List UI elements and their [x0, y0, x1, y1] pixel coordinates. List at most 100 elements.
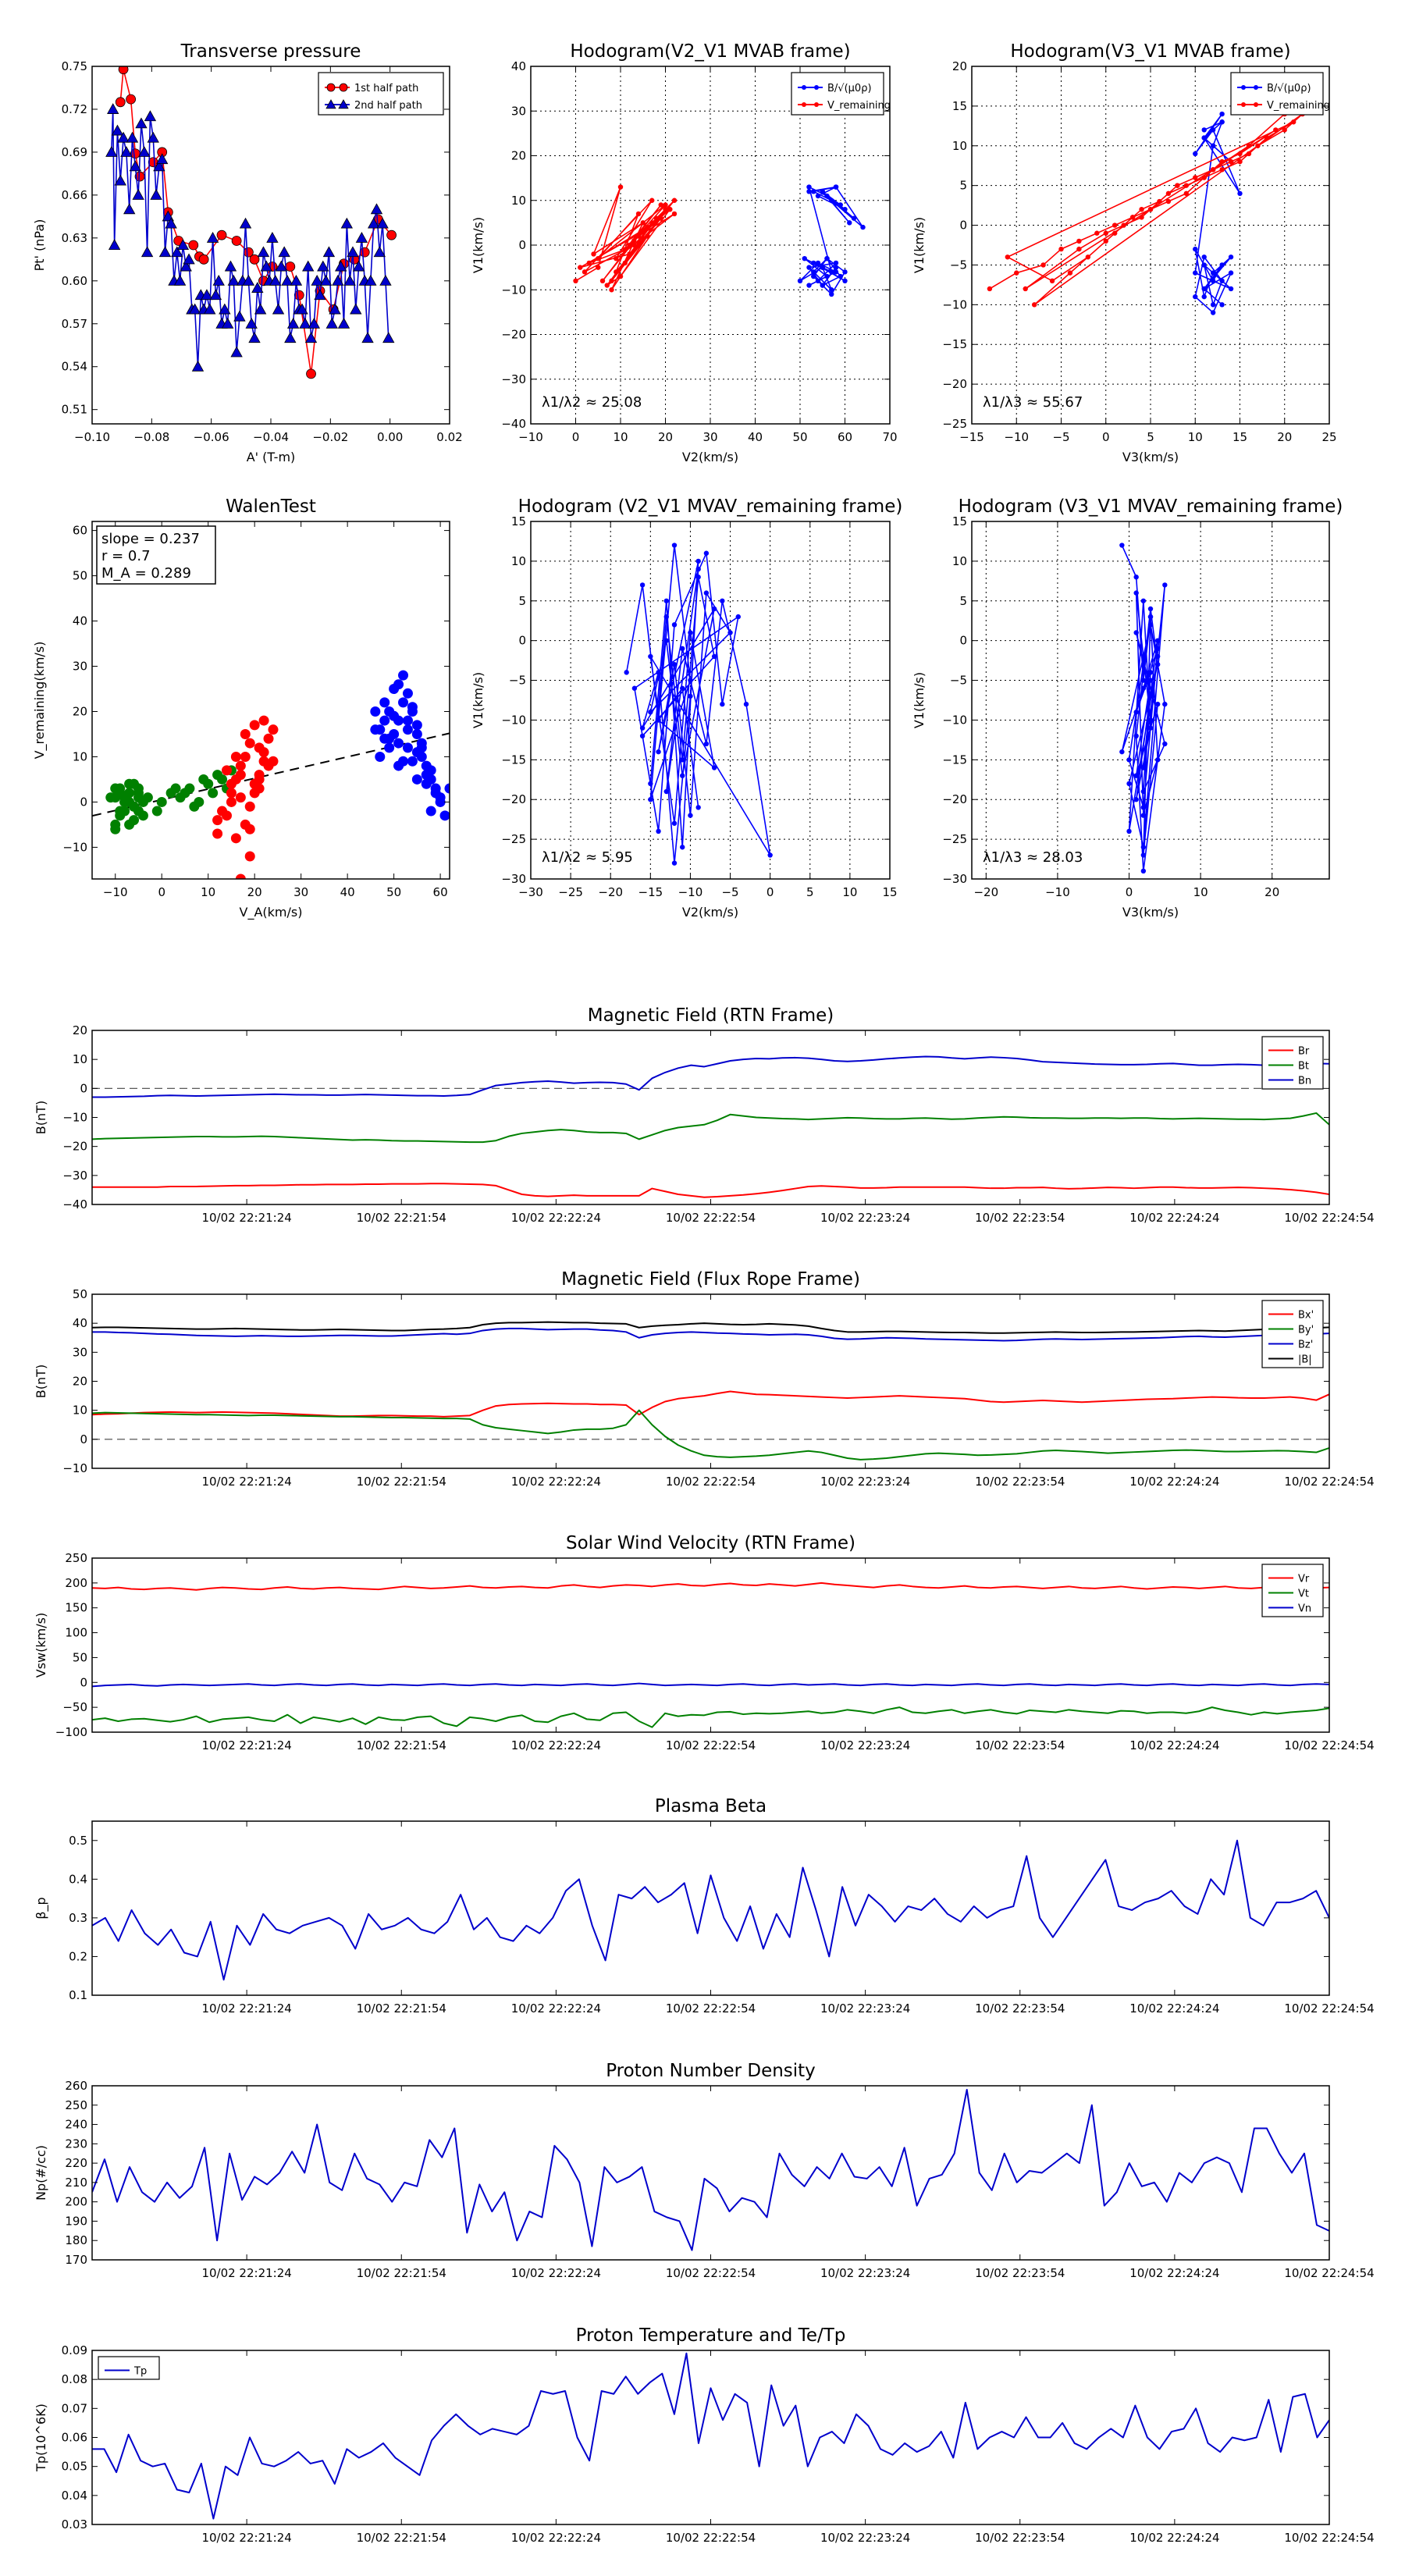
data-point: [671, 211, 678, 217]
data-point: [847, 220, 852, 226]
data-point: [126, 94, 137, 105]
y-tick-label: −15: [942, 337, 967, 351]
y-tick-label: 210: [65, 2176, 87, 2190]
data-point: [119, 792, 130, 803]
data-point: [212, 815, 223, 826]
y-tick-label: −10: [942, 713, 967, 727]
data-point: [317, 260, 329, 272]
x-axis: −30 −25 −20 −15 −10 −5 0 5 10 15: [518, 521, 898, 899]
data-point: [671, 820, 678, 826]
y-tick-label: −30: [62, 1169, 87, 1183]
data-point: [188, 240, 199, 251]
data-point: [1076, 238, 1082, 244]
data-point: [244, 851, 255, 862]
x-tick-label: −5: [721, 885, 738, 899]
data-point: [695, 566, 701, 572]
y-tick-label: 0.08: [62, 2372, 87, 2386]
series-1: [212, 715, 279, 879]
data-point: [370, 203, 383, 215]
series-bt: [92, 1112, 1329, 1144]
y-tick-label: 0.51: [62, 403, 87, 417]
data-point: [266, 232, 279, 243]
y-axis: −30 −25 −20 −15 −10 −5 0 5 10 15: [942, 514, 1329, 886]
data-point: [1140, 788, 1147, 795]
x-tick-label: −15: [959, 430, 984, 444]
data-point: [688, 630, 693, 635]
data-point: [1140, 765, 1147, 770]
data-point: [133, 806, 144, 817]
data-point: [158, 246, 172, 258]
data-point: [129, 160, 142, 172]
y-tick-label: 5: [518, 594, 526, 608]
plot-area: [92, 2352, 1329, 2520]
x-tick-label: 5: [1147, 430, 1154, 444]
data-point: [233, 310, 246, 322]
x-tick-label: −0.08: [133, 430, 169, 444]
data-point: [379, 733, 390, 744]
series-line: [92, 2088, 1329, 2251]
legend-label: Bn: [1298, 1076, 1311, 1087]
data-point: [617, 184, 624, 190]
series-b-0-: [797, 184, 866, 297]
data-point: [1147, 678, 1154, 683]
data-point: [1119, 543, 1125, 548]
data-point: [398, 670, 409, 681]
y-tick-label: −10: [942, 297, 967, 311]
data-point: [631, 685, 638, 691]
y-tick-label: 20: [952, 59, 967, 73]
data-point: [987, 286, 993, 292]
data-point: [170, 783, 181, 794]
y-tick-label: 0.03: [62, 2517, 87, 2532]
x-tick-label: 0.00: [377, 430, 403, 444]
series-vn: [92, 1682, 1329, 1688]
data-point: [421, 778, 432, 789]
x-tick-label: 20: [247, 885, 262, 899]
y-tick-label: −20: [942, 377, 967, 391]
data-point: [609, 287, 614, 293]
data-point: [1228, 254, 1234, 260]
y-tick-label: −5: [950, 258, 967, 272]
y-axis: 0.51 0.54 0.57 0.60 0.63 0.66 0.69 0.72 0.75: [62, 59, 450, 417]
data-point: [212, 828, 223, 839]
data-point: [1193, 294, 1198, 300]
x-tick-label: 60: [838, 430, 852, 444]
y-tick-label: −25: [501, 832, 526, 846]
y-tick-label: 10: [952, 139, 967, 153]
data-point: [1076, 246, 1082, 252]
x-tick-label: 10/02 22:22:54: [666, 1738, 756, 1752]
data-point: [367, 217, 380, 229]
y-tick-label: −10: [62, 1111, 87, 1125]
data-point: [1246, 151, 1252, 157]
data-point: [1201, 175, 1207, 180]
x-tick-label: 10/02 22:23:24: [820, 2266, 910, 2280]
data-point: [221, 765, 232, 776]
data-point: [393, 760, 404, 771]
data-point: [578, 265, 583, 270]
data-point: [201, 289, 213, 301]
y-tick-label: −40: [62, 1197, 87, 1212]
data-point: [1014, 270, 1019, 276]
x-tick-label: −15: [638, 885, 663, 899]
data-point: [663, 788, 669, 795]
data-point: [245, 317, 258, 329]
x-tick-label: −30: [518, 885, 543, 899]
data-point: [379, 274, 392, 286]
data-point: [811, 269, 816, 275]
x-tick-label: 10/02 22:24:24: [1129, 1475, 1219, 1489]
data-point: [815, 278, 821, 283]
data-point: [1219, 302, 1225, 308]
series-line: [92, 1582, 1329, 1591]
data-point: [695, 805, 701, 810]
data-point: [1237, 190, 1243, 197]
legend-marker: [326, 83, 336, 92]
data-point: [135, 117, 148, 129]
y-tick-label: 40: [73, 1316, 87, 1330]
data-point: [398, 697, 409, 708]
x-tick-label: 10/02 22:23:54: [975, 2001, 1065, 2016]
data-point: [244, 801, 255, 812]
x-tick-label: 5: [806, 885, 814, 899]
y-tick-label: 0: [80, 1675, 87, 1689]
data-point: [658, 202, 663, 208]
plot-area: [92, 670, 450, 879]
